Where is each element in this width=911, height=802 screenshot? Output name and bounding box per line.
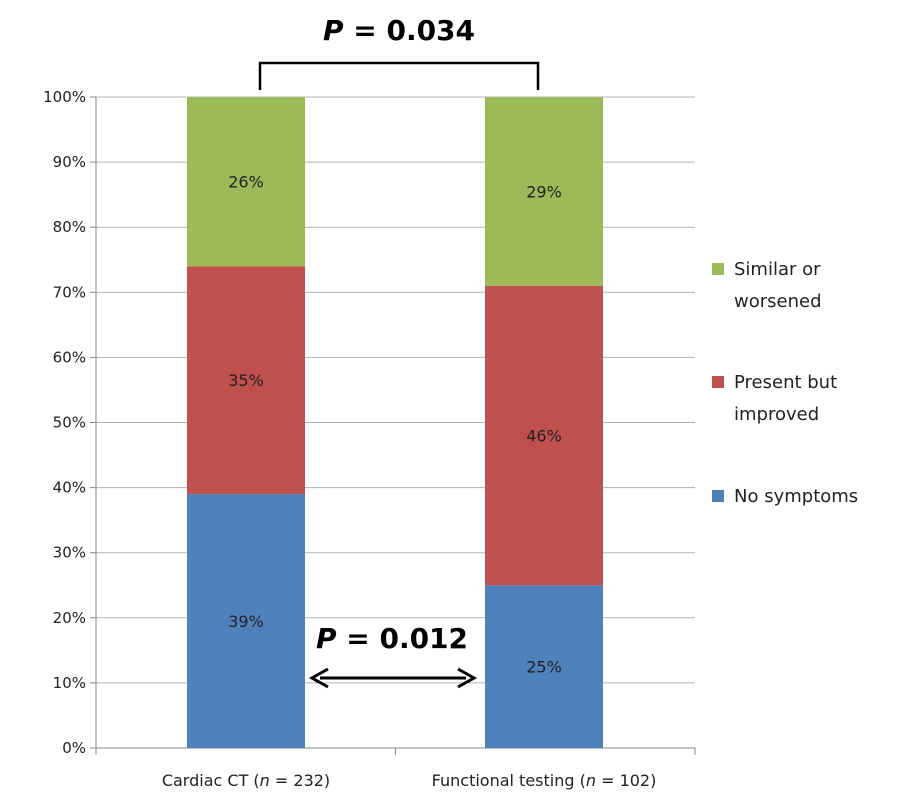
- bracket-p-value: P = 0.034: [323, 14, 475, 47]
- arrow-p-value: P = 0.012: [316, 622, 468, 655]
- y-tick-label: 100%: [43, 88, 86, 106]
- data-label: 46%: [526, 427, 562, 446]
- legend-swatch: [712, 376, 724, 388]
- y-tick-label: 40%: [53, 479, 86, 497]
- x-category-label: Functional testing (n = 102): [432, 771, 657, 790]
- y-tick-label: 80%: [53, 218, 86, 236]
- x-axis-categories: Cardiac CT (n = 232) Functional testing (…: [162, 771, 657, 790]
- axes: [90, 96, 696, 755]
- legend-label: Present but: [734, 372, 837, 393]
- legend-label: improved: [734, 404, 819, 425]
- legend-swatch: [712, 263, 724, 275]
- arrow-head-right: [457, 667, 478, 689]
- arrow-head-left: [308, 667, 329, 689]
- data-label: 35%: [228, 371, 264, 390]
- legend-label: Similar or: [734, 259, 821, 280]
- bar-segment: [187, 97, 305, 267]
- x-category-label: Cardiac CT (n = 232): [162, 771, 330, 790]
- y-tick-label: 60%: [53, 348, 86, 366]
- bars: 39% 35% 26% 25% 46% 29%: [187, 97, 603, 748]
- legend-label: worsened: [734, 291, 822, 312]
- y-tick-label: 0%: [62, 739, 86, 757]
- bar-segment: [485, 585, 603, 748]
- bar-segment: [187, 494, 305, 748]
- data-label: 25%: [526, 658, 562, 677]
- y-tick-label: 50%: [53, 414, 86, 432]
- y-tick-label: 70%: [53, 283, 86, 301]
- significance-bracket: [258, 61, 540, 90]
- data-label: 26%: [228, 173, 264, 192]
- data-label: 29%: [526, 182, 562, 201]
- data-label: 39%: [228, 612, 264, 631]
- annotations: P = 0.034 P = 0.012: [258, 14, 540, 689]
- y-tick-label: 90%: [53, 153, 86, 171]
- grid-lines: [96, 96, 695, 684]
- bar-segment: [187, 266, 305, 495]
- legend-label: No symptoms: [734, 486, 858, 507]
- bar-segment: [485, 285, 603, 586]
- bar-segment: [485, 97, 603, 286]
- y-tick-label: 30%: [53, 544, 86, 562]
- legend: Similar or worsened Present but improved No …: [712, 259, 858, 507]
- y-tick-label: 10%: [53, 674, 86, 692]
- y-tick-label: 20%: [53, 609, 86, 627]
- y-axis-ticks: 0% 10% 20% 30% 40% 50% 60% 70% 80% 90% 100%: [43, 88, 86, 757]
- legend-swatch: [712, 490, 724, 502]
